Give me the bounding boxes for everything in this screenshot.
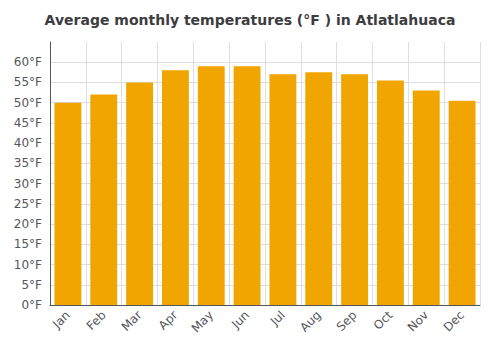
svg-text:Apr: Apr xyxy=(156,308,181,333)
svg-text:30°F: 30°F xyxy=(14,177,42,191)
svg-text:60°F: 60°F xyxy=(14,55,42,69)
svg-text:55°F: 55°F xyxy=(14,75,42,89)
svg-text:Oct: Oct xyxy=(371,308,396,333)
svg-text:10°F: 10°F xyxy=(14,258,42,272)
svg-text:Sep: Sep xyxy=(334,308,360,334)
svg-text:Dec: Dec xyxy=(441,308,467,334)
svg-text:Nov: Nov xyxy=(405,308,431,334)
svg-text:5°F: 5°F xyxy=(21,278,42,292)
svg-text:Jul: Jul xyxy=(267,308,288,329)
svg-text:May: May xyxy=(189,308,216,335)
svg-text:Jan: Jan xyxy=(49,308,73,332)
svg-text:35°F: 35°F xyxy=(14,156,42,170)
svg-text:20°F: 20°F xyxy=(14,217,42,231)
svg-text:25°F: 25°F xyxy=(14,197,42,211)
svg-text:Average monthly temperatures (: Average monthly temperatures (°F ) in At… xyxy=(45,12,456,28)
svg-text:40°F: 40°F xyxy=(14,136,42,150)
svg-text:Mar: Mar xyxy=(119,308,145,334)
svg-text:50°F: 50°F xyxy=(14,96,42,110)
svg-text:Aug: Aug xyxy=(297,308,323,334)
svg-text:45°F: 45°F xyxy=(14,116,42,130)
svg-text:Jun: Jun xyxy=(228,308,252,332)
svg-text:15°F: 15°F xyxy=(14,237,42,251)
svg-text:Feb: Feb xyxy=(84,308,109,333)
svg-text:0°F: 0°F xyxy=(21,298,42,312)
